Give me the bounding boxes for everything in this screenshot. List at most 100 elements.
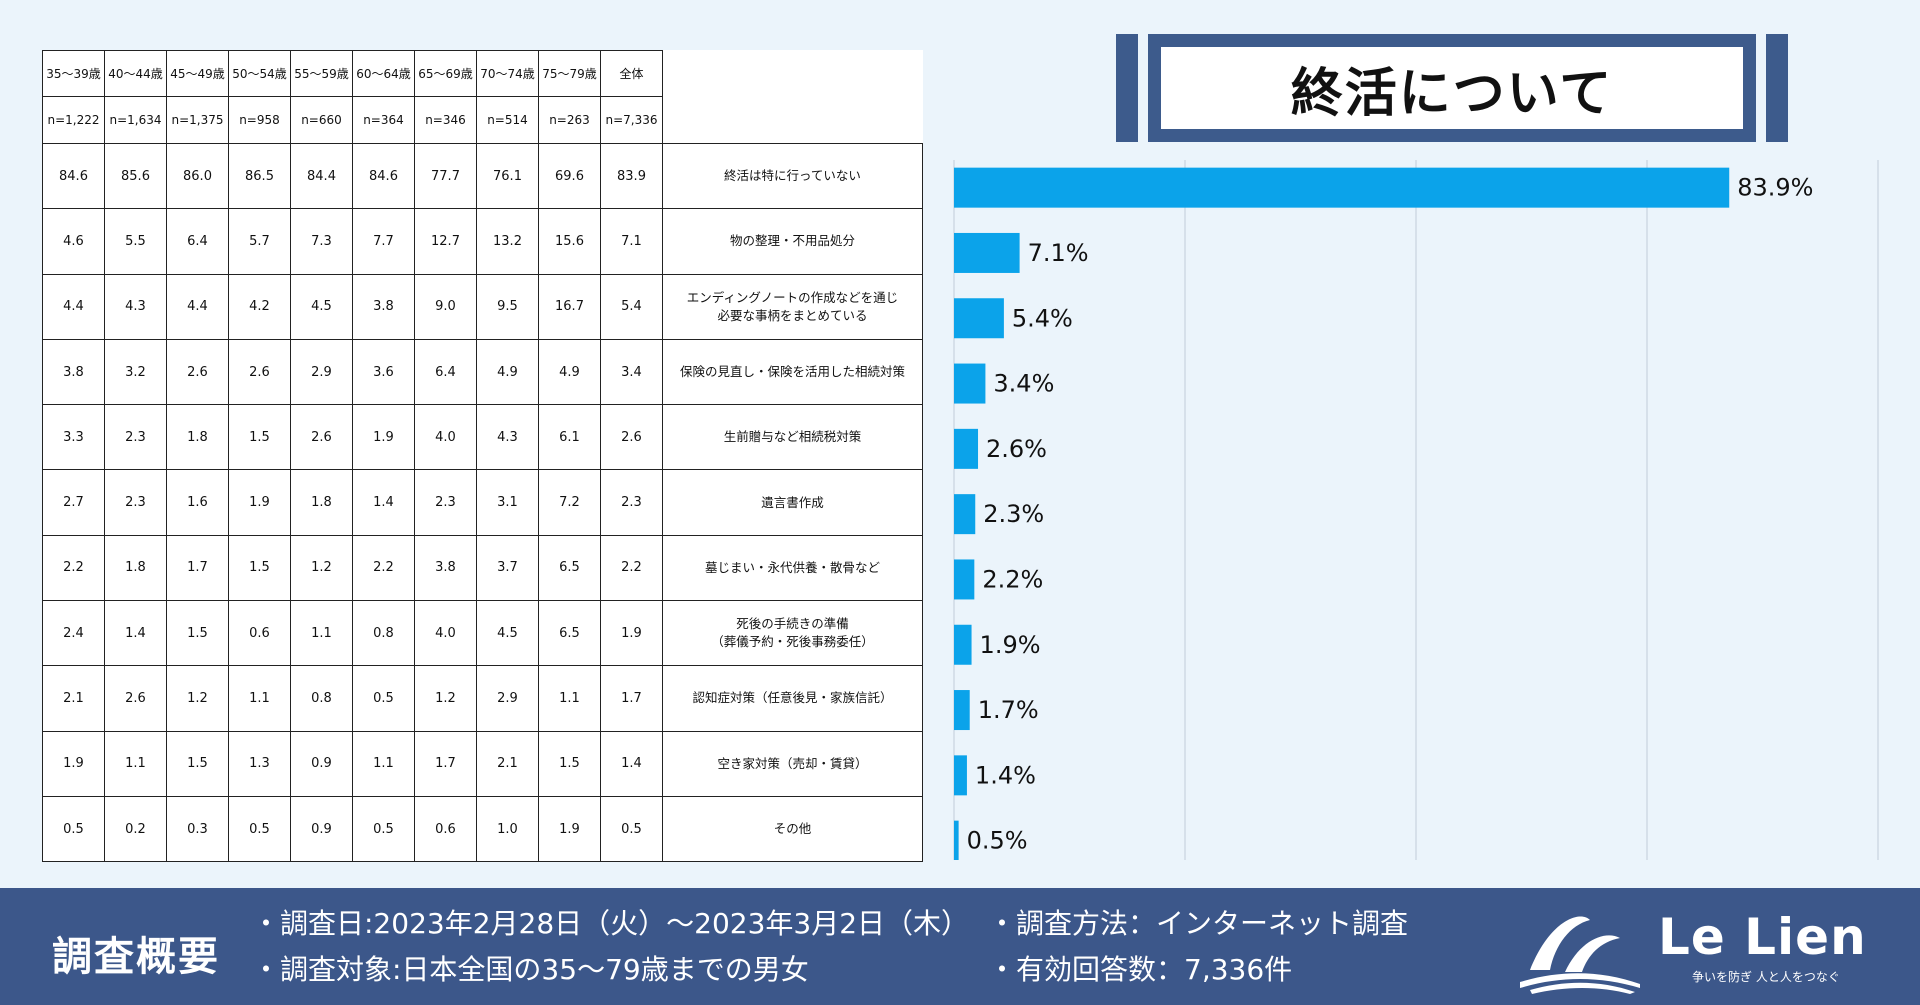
value-cell: 7.7 (352, 208, 415, 275)
value-cell: 1.7 (600, 665, 663, 732)
value-cell: 2.1 (476, 730, 539, 797)
bar (954, 428, 979, 469)
value-cell: 4.3 (476, 404, 539, 471)
data-label: 2.6% (986, 435, 1047, 463)
value-cell: 86.0 (166, 142, 229, 210)
column-header: 50～54歳 (228, 50, 291, 97)
data-table: 35～39歳 40～44歳 45～49歳 50～54歳 55～59歳 60～64歳 65～6… (42, 50, 923, 863)
page-title: 終活について (1158, 44, 1746, 132)
table-corner (663, 51, 923, 97)
column-header: 75～79歳 (538, 50, 601, 97)
row-label-line: 墓じまい・永代供養・散骨など (704, 559, 880, 575)
row-label-line: 空き家対策（売却・賃貸） (717, 755, 868, 771)
value-cell: 2.6 (166, 338, 229, 406)
value-cell: 1.2 (166, 665, 229, 732)
column-header: 40～44歳 (104, 50, 167, 97)
value-cell: 2.9 (290, 338, 353, 406)
value-cell: 1.4 (352, 469, 415, 536)
value-cell: 7.1 (600, 208, 663, 275)
survey-footer: 調査概要 ・調査日:2023年2月28日（火）～2023年3月2日（木） ・調査… (0, 888, 1920, 1005)
value-cell: 69.6 (538, 142, 601, 210)
column-header: 60～64歳 (352, 50, 415, 97)
value-cell: 0.9 (290, 730, 353, 797)
value-cell: 4.5 (290, 273, 353, 340)
bar (954, 232, 1020, 273)
value-cell: 1.1 (538, 665, 601, 732)
value-cell: 4.0 (414, 600, 477, 667)
bar (954, 690, 970, 731)
value-cell: 6.5 (538, 600, 601, 667)
row-label: 保険の見直し・保険を活用した相続対策 (662, 338, 923, 406)
table-row: 2.2 1.8 1.7 1.5 1.2 2.2 3.8 3.7 6.5 2.2 墓じまい・永代供養・… (42, 534, 923, 602)
row-label-line: 遺言書作成 (761, 494, 824, 510)
row-label-line: エンディングノートの作成などを通じ (686, 289, 899, 305)
data-label: 2.2% (982, 565, 1043, 593)
data-label: 3.4% (993, 370, 1054, 398)
value-cell: 2.3 (104, 404, 167, 471)
value-cell: 6.1 (538, 404, 601, 471)
value-cell: 5.7 (228, 208, 291, 275)
value-cell: 85.6 (104, 142, 167, 210)
value-cell: 2.6 (104, 665, 167, 732)
value-cell: 0.5 (228, 795, 291, 863)
value-cell: 3.7 (476, 534, 539, 602)
value-cell: 1.9 (352, 404, 415, 471)
sample-size-cell: n=1,222 (42, 96, 105, 144)
column-header: 65～69歳 (414, 50, 477, 97)
value-cell: 2.6 (290, 404, 353, 471)
survey-method: ・調査方法：インターネット調査 (988, 907, 1409, 940)
value-cell: 1.3 (228, 730, 291, 797)
value-cell: 84.4 (290, 142, 353, 210)
row-label-line: 終活は特に行っていない (724, 168, 861, 184)
value-cell: 2.2 (352, 534, 415, 602)
table-row: 2.7 2.3 1.6 1.9 1.8 1.4 2.3 3.1 7.2 2.3 遺言書作成 (42, 469, 923, 536)
value-cell: 4.9 (538, 338, 601, 406)
bar (954, 494, 976, 535)
value-cell: 3.8 (414, 534, 477, 602)
value-cell: 3.8 (352, 273, 415, 340)
survey-target: ・調査対象:日本全国の35～79歳までの男女 (252, 953, 809, 986)
value-cell: 76.1 (476, 142, 539, 210)
title-banner: 終活について (1116, 34, 1788, 142)
table-corner (663, 97, 923, 144)
title-decor-bar (1766, 34, 1788, 142)
value-cell: 3.6 (352, 338, 415, 406)
value-cell: 1.9 (42, 730, 105, 797)
value-cell: 0.5 (352, 795, 415, 863)
value-cell: 1.7 (414, 730, 477, 797)
value-cell: 1.1 (228, 665, 291, 732)
value-cell: 3.4 (600, 338, 663, 406)
column-header: 45～49歳 (166, 50, 229, 97)
value-cell: 5.4 (600, 273, 663, 340)
value-cell: 3.8 (42, 338, 105, 406)
data-label: 5.4% (1012, 304, 1073, 332)
data-label: 1.4% (975, 761, 1036, 789)
value-cell: 4.5 (476, 600, 539, 667)
value-cell: 4.6 (42, 208, 105, 275)
value-cell: 7.2 (538, 469, 601, 536)
row-label: エンディングノートの作成などを通じ 必要な事柄をまとめている (662, 273, 923, 340)
value-cell: 4.4 (166, 273, 229, 340)
footer-title: 調査概要 (52, 934, 220, 980)
table-row: 84.6 85.6 86.0 86.5 84.4 84.6 77.7 76.1 69.6 83.9… (42, 142, 923, 210)
table-row: 3.8 3.2 2.6 2.6 2.9 3.6 6.4 4.9 4.9 3.4 保険の見直し・保険を… (42, 338, 923, 406)
value-cell: 2.6 (228, 338, 291, 406)
value-cell: 12.7 (414, 208, 477, 275)
bar (954, 298, 1004, 339)
value-cell: 9.5 (476, 273, 539, 340)
column-header: 35～39歳 (42, 50, 105, 97)
bar (954, 624, 972, 665)
value-cell: 1.7 (166, 534, 229, 602)
data-label: 1.9% (980, 631, 1041, 659)
value-cell: 0.6 (414, 795, 477, 863)
value-cell: 2.4 (42, 600, 105, 667)
sample-size-cell: n=958 (228, 96, 291, 144)
value-cell: 2.2 (42, 534, 105, 602)
sample-size-cell: n=514 (476, 96, 539, 144)
value-cell: 84.6 (352, 142, 415, 210)
value-cell: 1.2 (290, 534, 353, 602)
value-cell: 1.8 (290, 469, 353, 536)
sample-size-cell: n=660 (290, 96, 353, 144)
value-cell: 3.1 (476, 469, 539, 536)
sample-size-cell: n=364 (352, 96, 415, 144)
